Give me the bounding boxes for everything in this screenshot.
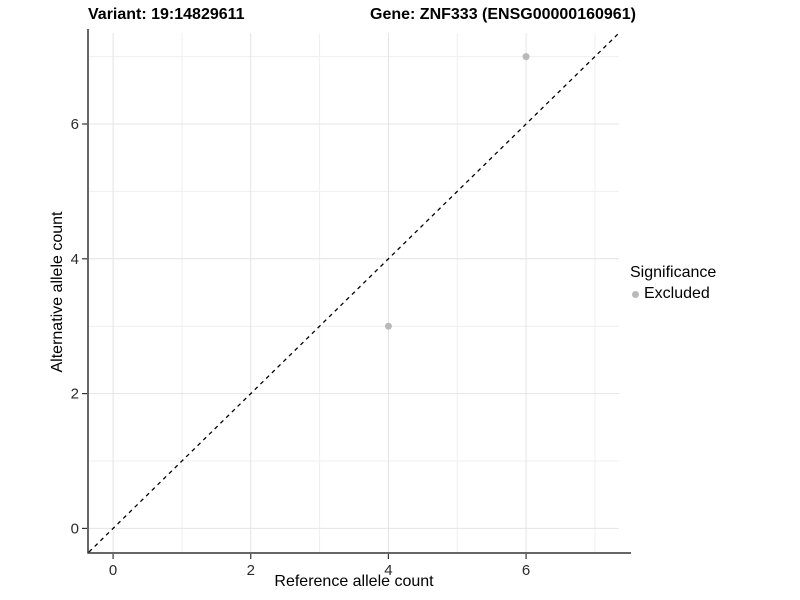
x-axis-title: Reference allele count: [274, 573, 434, 590]
data-point: [522, 53, 530, 61]
identity-line: [88, 32, 620, 553]
legend-entry-excluded: Excluded: [630, 285, 716, 303]
y-tick-label: 6: [71, 116, 79, 133]
data-point: [384, 322, 392, 330]
variant-title: Variant: 19:14829611: [88, 6, 245, 23]
y-axis-title: Alternative allele count: [49, 211, 66, 373]
gene-title: Gene: ZNF333 (ENSG00000160961): [370, 6, 636, 23]
legend-title: Significance: [630, 264, 717, 281]
legend-entry-label: Excluded: [644, 285, 710, 302]
legend: Significance Excluded: [630, 264, 716, 303]
x-tick-label: 2: [247, 562, 255, 579]
x-tick-label: 0: [109, 562, 117, 579]
x-tick-label: 4: [384, 562, 392, 579]
y-tick-label: 0: [71, 520, 79, 537]
x-tick-label: 6: [522, 562, 530, 579]
y-tick-label: 4: [71, 251, 79, 268]
excluded-point-swatch: [632, 290, 639, 298]
y-tick-label: 2: [71, 386, 79, 403]
